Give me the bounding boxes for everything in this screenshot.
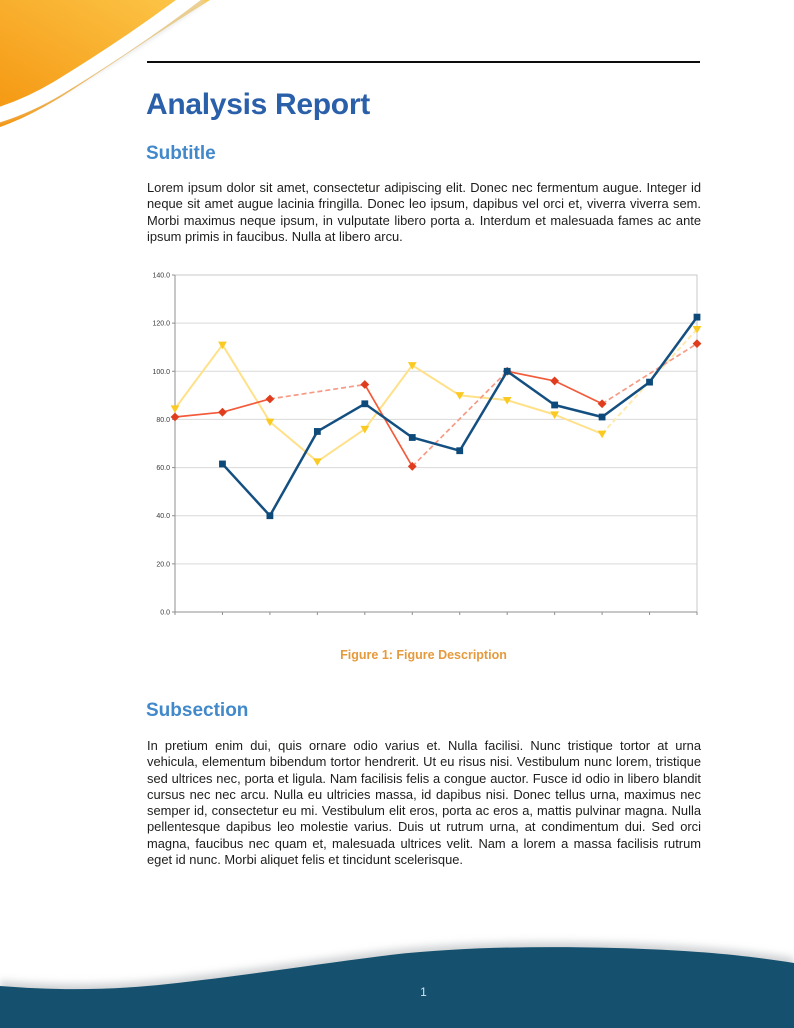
red-series-marker <box>170 412 180 422</box>
red-series-marker <box>597 399 607 409</box>
yellow-series-marker <box>502 396 512 405</box>
blue-series-marker <box>266 512 274 520</box>
yellow-series-marker <box>692 325 702 334</box>
yellow-series-marker <box>265 418 275 427</box>
svg-text:40.0: 40.0 <box>156 513 170 520</box>
svg-text:100.0: 100.0 <box>152 369 170 376</box>
red-series-marker <box>692 339 702 349</box>
blue-series-marker <box>503 367 511 375</box>
blue-series-marker <box>551 401 559 409</box>
blue-series-marker <box>598 413 606 421</box>
page-number: 1 <box>420 985 427 999</box>
line-chart-figure: 0.0 20.0 40.0 60.0 80.0 100.0 120.0 140.0 <box>147 259 703 619</box>
yellow-series-marker <box>218 341 227 350</box>
yellow-series-marker <box>170 405 180 413</box>
footer-wave <box>0 947 794 1028</box>
red-series-marker <box>360 380 370 389</box>
section-heading-subsection: Subsection <box>146 700 249 721</box>
yellow-series-marker <box>312 458 322 466</box>
page-title: Analysis Report <box>146 88 370 121</box>
figure-caption: Figure 1: Figure Description <box>340 648 507 662</box>
corner-swoosh-decoration <box>0 0 210 127</box>
svg-text:140.0: 140.0 <box>152 273 170 280</box>
yellow-series-marker <box>407 362 417 370</box>
blue-series-marker <box>408 434 416 441</box>
red-series-marker <box>550 376 560 386</box>
blue-series-marker <box>219 460 226 468</box>
red-series-marker <box>265 394 275 404</box>
blue-series-marker <box>646 378 653 386</box>
footer-wave-decoration <box>0 942 794 1028</box>
svg-text:120.0: 120.0 <box>152 321 170 328</box>
svg-text:0.0: 0.0 <box>160 610 170 617</box>
red-series-marker <box>407 461 417 471</box>
blue-series-marker <box>313 428 321 435</box>
svg-text:60.0: 60.0 <box>156 465 170 472</box>
yellow-series-marker <box>597 430 607 439</box>
yellow-series-marker <box>550 411 560 420</box>
line-chart: 0.0 20.0 40.0 60.0 80.0 100.0 120.0 140.0 <box>152 273 702 617</box>
paragraph-subtitle: Lorem ipsum dolor sit amet, consectetur … <box>147 180 701 244</box>
svg-text:20.0: 20.0 <box>156 561 170 568</box>
yellow-series-marker <box>455 392 465 400</box>
red-series-marker <box>218 407 227 417</box>
paragraph-subsection: In pretium enim dui, quis ornare odio va… <box>147 738 701 868</box>
blue-series-marker <box>456 447 464 455</box>
yellow-series-marker <box>360 425 370 434</box>
header-rule <box>147 61 700 63</box>
blue-series-marker <box>361 400 369 408</box>
blue-series-marker <box>693 313 701 321</box>
svg-text:80.0: 80.0 <box>156 417 170 424</box>
section-heading-subtitle: Subtitle <box>146 143 216 164</box>
